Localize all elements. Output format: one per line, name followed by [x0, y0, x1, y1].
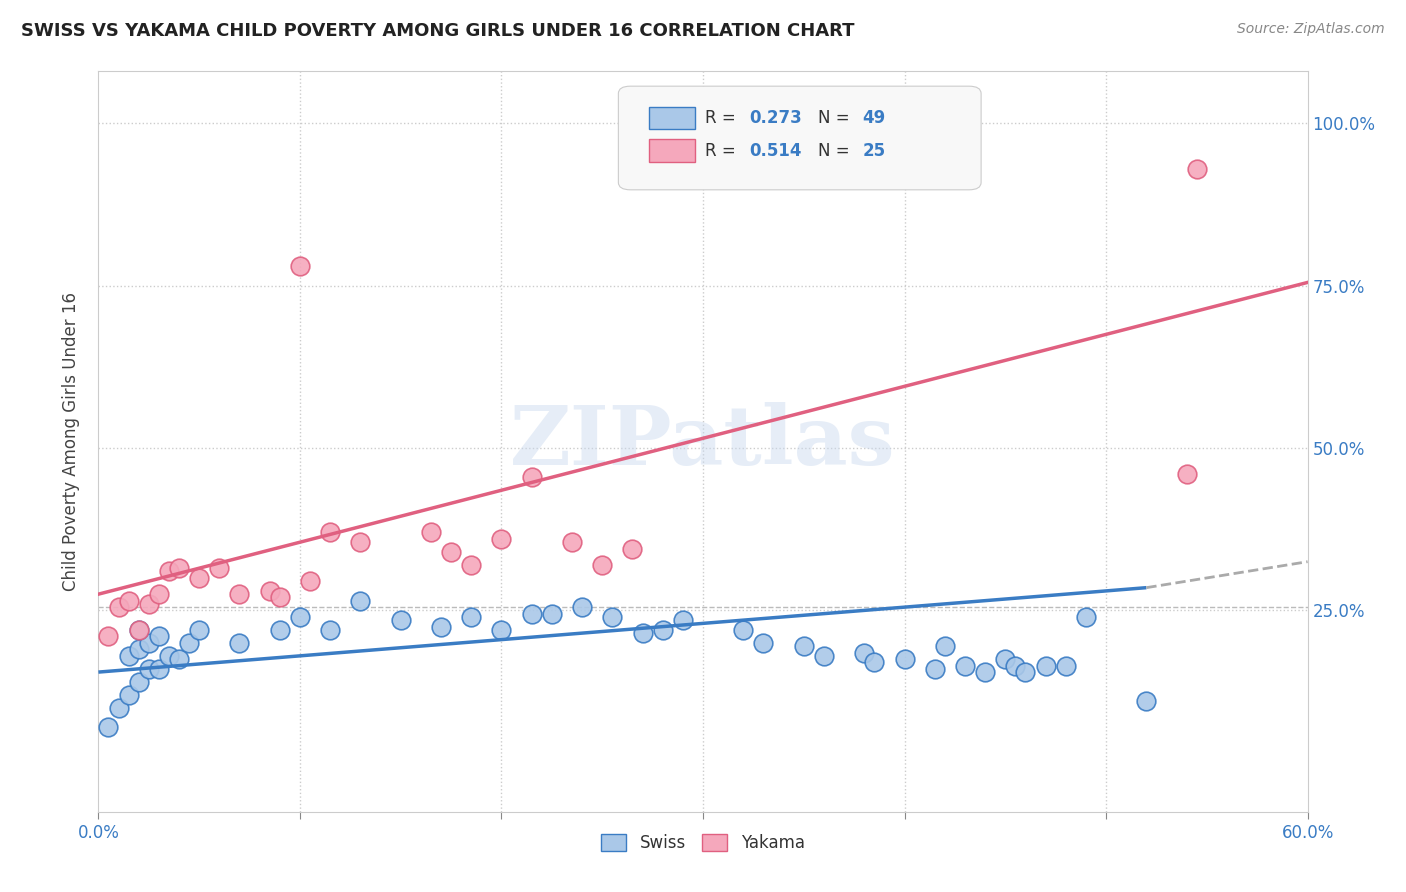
Point	[994, 652, 1017, 666]
Point	[148, 662, 170, 676]
Point	[440, 545, 463, 559]
Point	[602, 610, 624, 624]
Point	[520, 607, 543, 621]
Point	[1175, 467, 1198, 481]
Text: Source: ZipAtlas.com: Source: ZipAtlas.com	[1237, 22, 1385, 37]
Point	[733, 623, 755, 637]
Point	[540, 607, 562, 621]
Point	[188, 623, 211, 637]
Point	[813, 648, 835, 663]
Point	[520, 470, 543, 484]
Point	[128, 623, 150, 637]
Point	[974, 665, 997, 679]
Point	[1185, 161, 1208, 176]
Text: R =: R =	[706, 109, 741, 127]
Point	[631, 626, 654, 640]
Point	[460, 558, 482, 572]
Point	[1035, 658, 1057, 673]
Point	[491, 623, 513, 637]
Point	[148, 629, 170, 643]
Point	[752, 636, 775, 650]
Point	[128, 623, 150, 637]
Point	[571, 600, 593, 615]
Text: R =: R =	[706, 142, 741, 160]
Point	[1135, 694, 1157, 708]
Point	[299, 574, 322, 589]
Point	[621, 541, 644, 556]
Text: N =: N =	[818, 142, 855, 160]
Point	[269, 623, 291, 637]
Point	[349, 535, 371, 549]
Point	[128, 642, 150, 657]
Point	[561, 535, 583, 549]
Point	[924, 662, 946, 676]
Point	[460, 610, 482, 624]
Point	[118, 688, 141, 702]
Point	[1074, 610, 1097, 624]
Point	[97, 629, 120, 643]
Point	[389, 613, 412, 627]
Point	[167, 652, 190, 666]
Point	[863, 656, 886, 670]
FancyBboxPatch shape	[619, 87, 981, 190]
Point	[97, 720, 120, 734]
Text: ZIPatlas: ZIPatlas	[510, 401, 896, 482]
Legend: Swiss, Yakama: Swiss, Yakama	[595, 828, 811, 859]
Point	[853, 646, 876, 660]
Y-axis label: Child Poverty Among Girls Under 16: Child Poverty Among Girls Under 16	[62, 292, 80, 591]
Point	[148, 587, 170, 601]
Text: 0.514: 0.514	[749, 142, 801, 160]
Point	[138, 636, 160, 650]
Text: 25: 25	[863, 142, 886, 160]
Point	[188, 571, 211, 585]
Point	[167, 561, 190, 575]
Point	[107, 600, 129, 615]
Text: 49: 49	[863, 109, 886, 127]
Point	[107, 701, 129, 715]
Point	[138, 662, 160, 676]
Text: 0.273: 0.273	[749, 109, 801, 127]
Point	[288, 610, 311, 624]
Point	[420, 525, 443, 540]
Point	[672, 613, 695, 627]
Text: SWISS VS YAKAMA CHILD POVERTY AMONG GIRLS UNDER 16 CORRELATION CHART: SWISS VS YAKAMA CHILD POVERTY AMONG GIRL…	[21, 22, 855, 40]
Point	[228, 587, 250, 601]
Point	[118, 648, 141, 663]
Point	[319, 525, 342, 540]
Point	[288, 259, 311, 273]
Point	[118, 593, 141, 607]
Point	[319, 623, 342, 637]
Point	[491, 532, 513, 546]
Point	[591, 558, 613, 572]
Point	[228, 636, 250, 650]
Point	[1014, 665, 1036, 679]
Point	[430, 620, 453, 634]
Point	[651, 623, 673, 637]
FancyBboxPatch shape	[648, 107, 695, 129]
Point	[157, 565, 180, 579]
Point	[1054, 658, 1077, 673]
Point	[208, 561, 231, 575]
Point	[893, 652, 915, 666]
Point	[1004, 658, 1026, 673]
Point	[349, 593, 371, 607]
Point	[793, 639, 815, 653]
Point	[179, 636, 201, 650]
Text: N =: N =	[818, 109, 855, 127]
Point	[128, 674, 150, 689]
Point	[934, 639, 956, 653]
Point	[138, 597, 160, 611]
Point	[259, 583, 281, 598]
FancyBboxPatch shape	[648, 139, 695, 161]
Point	[269, 591, 291, 605]
Point	[953, 658, 976, 673]
Point	[157, 648, 180, 663]
